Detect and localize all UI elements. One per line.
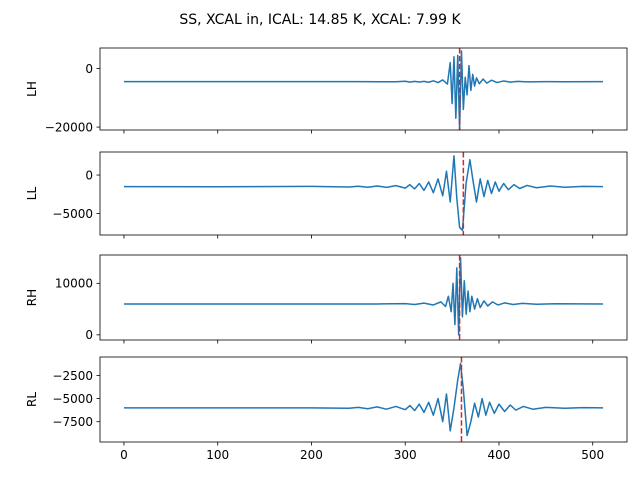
- x-tick-label: 200: [300, 448, 323, 462]
- x-tick-label: 400: [488, 448, 511, 462]
- axes-frame: [99, 254, 628, 341]
- y-axis-label: LL: [25, 187, 39, 201]
- y-tick-label: 10000: [55, 277, 93, 291]
- series-line-rh: [123, 256, 604, 336]
- subplot-lh: −20000 0 LH: [25, 47, 628, 134]
- x-tick-label: 0: [120, 448, 128, 462]
- y-tick-label: −2500: [52, 369, 93, 383]
- y-tick-label: −5000: [52, 207, 93, 221]
- y-tick-label: −20000: [45, 120, 93, 134]
- axes-frame: [99, 151, 628, 236]
- y-tick-label: 0: [85, 328, 93, 342]
- axes-frame: [99, 356, 628, 443]
- x-tick-label: 300: [394, 448, 417, 462]
- y-axis-label: RH: [25, 289, 39, 306]
- series-line-ll: [123, 155, 604, 232]
- y-axis-label: RL: [25, 392, 39, 407]
- figure-title: SS, XCAL in, ICAL: 14.85 K, XCAL: 7.99 K: [179, 12, 461, 28]
- series-line-lh: [123, 50, 604, 130]
- subplot-rh: 0 10000 RH: [25, 254, 628, 344]
- y-tick-label: 0: [85, 168, 93, 182]
- y-tick-label: −5000: [52, 392, 93, 406]
- subplot-ll: −5000 0 LL: [25, 151, 628, 239]
- x-tick-label: 100: [206, 448, 229, 462]
- series-line-rl: [123, 362, 604, 437]
- subplot-stack: −20000 0 LH −5000 0 LL 0 10000 RH −7500 −5000 −2500…: [25, 47, 628, 462]
- y-tick-label: 0: [85, 62, 93, 76]
- subplot-rl: −7500 −5000 −2500 0 100 200 300 400 500 RL: [25, 356, 628, 462]
- y-axis-label: LH: [25, 81, 39, 97]
- y-tick-label: −7500: [52, 415, 93, 429]
- axes-frame: [99, 47, 628, 131]
- x-tick-label: 500: [581, 448, 604, 462]
